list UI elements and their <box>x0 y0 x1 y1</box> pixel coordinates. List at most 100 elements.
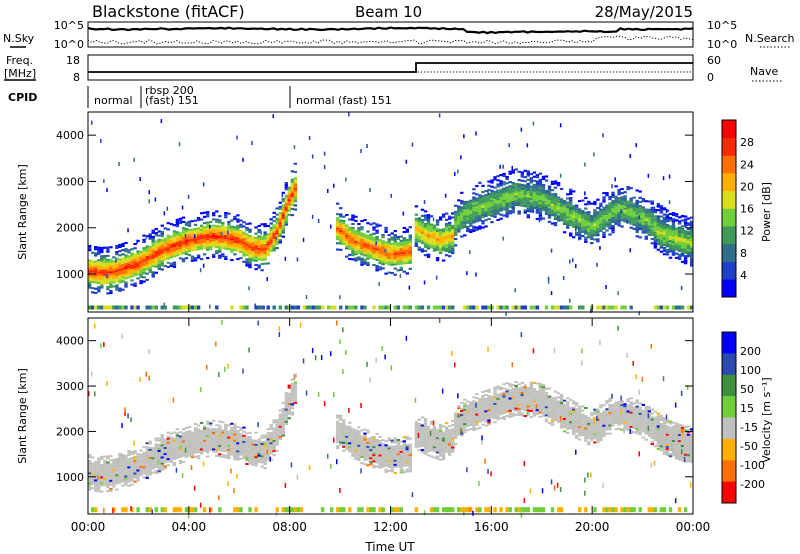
power-cell <box>136 271 140 274</box>
velocity-cell <box>139 461 143 464</box>
velocity-cell <box>124 463 128 466</box>
power-cell <box>287 188 291 191</box>
power-cell <box>405 257 409 260</box>
power-cell <box>88 305 92 310</box>
power-cell <box>541 194 546 197</box>
power-cell <box>475 218 479 221</box>
power-cell <box>562 222 567 225</box>
power-cell <box>690 262 694 265</box>
power-cell <box>547 204 552 207</box>
velocity-cell <box>257 450 261 453</box>
power-cell <box>526 197 530 200</box>
power-cell <box>472 219 476 222</box>
velocity-cell <box>390 464 394 467</box>
velocity-cell <box>136 475 140 478</box>
power-cell <box>493 186 497 189</box>
power-cell <box>269 235 273 238</box>
power-cell <box>115 267 119 270</box>
power-cell <box>569 211 573 214</box>
power-cell <box>562 206 567 209</box>
power-cell <box>242 244 246 247</box>
velocity-cell <box>323 401 326 407</box>
power-cell <box>502 200 506 203</box>
velocity-cell <box>218 424 222 427</box>
power-cell <box>638 190 642 193</box>
power-cell <box>402 251 406 254</box>
velocity-cell <box>269 446 273 449</box>
power-cell <box>454 227 458 230</box>
power-cell <box>683 261 688 264</box>
velocity-cell <box>299 322 302 328</box>
velocity-cell <box>357 457 361 459</box>
velocity-cell <box>320 355 323 360</box>
velocity-cell <box>187 454 192 457</box>
power-cell <box>263 254 267 257</box>
velocity-cell <box>181 438 186 441</box>
power-cell <box>520 190 524 193</box>
power-cell <box>626 219 628 224</box>
velocity-cell <box>339 427 343 430</box>
velocity-cell <box>160 454 164 457</box>
power-cell <box>432 233 437 236</box>
velocity-cell <box>251 445 255 448</box>
velocity-cell <box>163 449 167 451</box>
power-cell <box>429 231 434 234</box>
power-cell <box>587 217 591 220</box>
power-cell <box>511 196 515 199</box>
power-cell <box>151 305 155 310</box>
velocity-cell <box>103 482 107 485</box>
power-cell <box>472 204 476 207</box>
power-cell <box>154 253 158 256</box>
velocity-cell <box>378 462 382 465</box>
velocity-cell <box>106 457 110 460</box>
power-cell <box>653 231 658 234</box>
power-cell <box>435 242 440 245</box>
power-cell <box>106 277 110 280</box>
power-cell <box>103 261 107 264</box>
power-cell <box>423 235 428 238</box>
power-cell <box>611 216 615 219</box>
velocity-cell <box>393 439 397 442</box>
power-cell <box>384 241 388 244</box>
velocity-cell <box>293 373 298 376</box>
power-cell <box>647 227 651 230</box>
power-cell <box>405 249 409 252</box>
power-cell <box>148 256 152 259</box>
power-cell <box>656 215 661 218</box>
velocity-cell <box>166 447 170 450</box>
power-cell <box>451 247 455 250</box>
velocity-cell <box>154 472 158 474</box>
power-cell <box>463 234 467 237</box>
power-cell <box>677 216 682 219</box>
power-colorbar-swatch <box>722 243 736 262</box>
power-cell <box>423 280 426 285</box>
velocity-cell <box>245 440 249 443</box>
power-cell <box>644 223 648 226</box>
velocity-cell <box>215 430 219 433</box>
velocity-cell <box>284 414 288 417</box>
power-cell <box>224 241 228 244</box>
power-cell <box>151 256 155 259</box>
power-cell <box>278 224 282 227</box>
power-cell <box>517 191 521 194</box>
power-cell <box>454 204 458 207</box>
velocity-cell <box>257 444 261 447</box>
power-cell <box>145 305 149 310</box>
velocity-cell <box>233 423 237 426</box>
power-cell <box>206 234 210 237</box>
power-cell <box>284 196 288 199</box>
power-cell <box>263 237 267 240</box>
power-cell <box>683 234 688 237</box>
power-cell <box>381 263 385 266</box>
power-cell <box>432 235 437 238</box>
power-cell <box>690 241 694 244</box>
power-cell <box>275 242 279 245</box>
power-cell <box>665 209 668 213</box>
power-cell <box>390 247 394 250</box>
power-cell <box>269 230 273 233</box>
power-cell <box>668 246 673 249</box>
velocity-cell <box>109 471 113 474</box>
velocity-cell <box>157 454 161 457</box>
velocity-cell <box>408 468 412 471</box>
velocity-cell <box>139 467 143 470</box>
